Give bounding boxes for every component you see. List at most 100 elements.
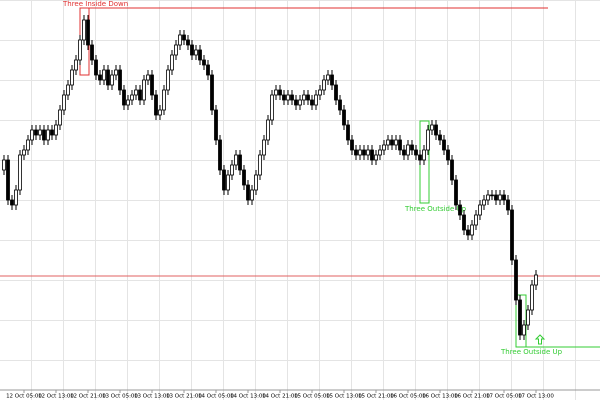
annotation: Three Inside Down [62,0,128,8]
candle-body [190,44,194,56]
candle-body [430,124,434,131]
candle-body [382,144,386,151]
candle-body [426,129,430,151]
candle-body [182,34,186,41]
candle-body [22,149,26,156]
candle-body [506,199,510,211]
x-tick-label: 13 Oct 13:00 [134,394,170,400]
candle-body [142,79,146,101]
candle-body [242,169,246,186]
candle-body [50,129,54,136]
x-tick-label: 12 Oct 13:00 [38,394,74,400]
candle-body [146,74,150,81]
candle-body [398,139,402,151]
candle-body [222,169,226,191]
arrow-icon [534,334,546,345]
candle-body [178,34,182,46]
x-tick-label: 16 Oct 21:00 [454,394,490,400]
candle-body [250,189,254,201]
candle-body [422,149,426,161]
x-tick-label: 17 Oct 13:00 [518,394,554,400]
candle-body [234,154,238,166]
candle-body [94,59,98,76]
candle-body [10,199,14,206]
candle-body [318,89,322,96]
candle-body [306,94,310,101]
candle-body [482,199,486,206]
candle-body [462,214,466,231]
candle-body [510,209,514,261]
candle-body [354,149,358,156]
candle-body [130,94,134,101]
candle-body [350,139,354,151]
candle-body [194,49,198,56]
candle-body [238,154,242,171]
candle-body [254,174,258,191]
candle-body [186,39,190,46]
candle-body [390,139,394,146]
candle-body [14,189,18,206]
candle-body [78,39,82,61]
x-tick-label: 12 Oct 21:00 [70,394,106,400]
candle-body [138,89,142,101]
candle-body [218,139,222,171]
candle-body [410,144,414,151]
candle-body [282,94,286,101]
candle-body [226,174,230,191]
candle-body [342,109,346,126]
candle-body [246,184,250,201]
candle-body [126,99,130,106]
candle-body [490,194,494,197]
candle-body [526,309,530,326]
candle-body [498,194,502,201]
x-tick-label: 16 Oct 05:00 [390,394,426,400]
candle-body [102,69,106,81]
candle-body [446,149,450,161]
candle-body [274,89,278,96]
candle-body [162,89,166,111]
candle-body [386,139,390,146]
candle-body [278,89,282,96]
candle-body [414,149,418,156]
candle-body [334,84,338,101]
candle-body [494,194,498,201]
annotation: Three Outside Up [404,205,467,213]
candle-body [210,74,214,111]
candle-body [450,159,454,181]
candle-body [86,19,90,46]
candle-body [330,74,334,86]
candle-body [122,89,126,106]
candle-body [378,149,382,156]
candle-body [502,194,506,201]
candle-body [518,299,522,336]
candle-body [366,149,370,156]
x-tick-label: 15 Oct 21:00 [358,394,394,400]
x-tick-label: 14 Oct 21:00 [262,394,298,400]
candle-body [314,94,318,106]
candle-body [98,74,102,81]
candle-body [38,129,42,136]
candle-body [522,324,526,336]
candle-body [2,159,6,171]
candle-body [214,109,218,141]
candle-body [150,74,154,96]
x-tick-label: 14 Oct 13:00 [230,394,266,400]
candle-body [34,129,38,136]
candle-body [530,284,534,311]
candle-body [158,109,162,116]
candle-body [286,94,290,101]
candle-body [362,149,366,156]
candle-body [406,144,410,156]
candle-body [370,149,374,161]
candle-body [358,149,362,156]
candle-body [294,99,298,106]
candle-body [230,164,234,176]
candle-body [74,59,78,71]
candle-body [262,139,266,156]
candle-body [198,49,202,61]
candle-body [266,119,270,141]
candle-body [466,229,470,236]
x-tick-label: 13 Oct 21:00 [166,394,202,400]
